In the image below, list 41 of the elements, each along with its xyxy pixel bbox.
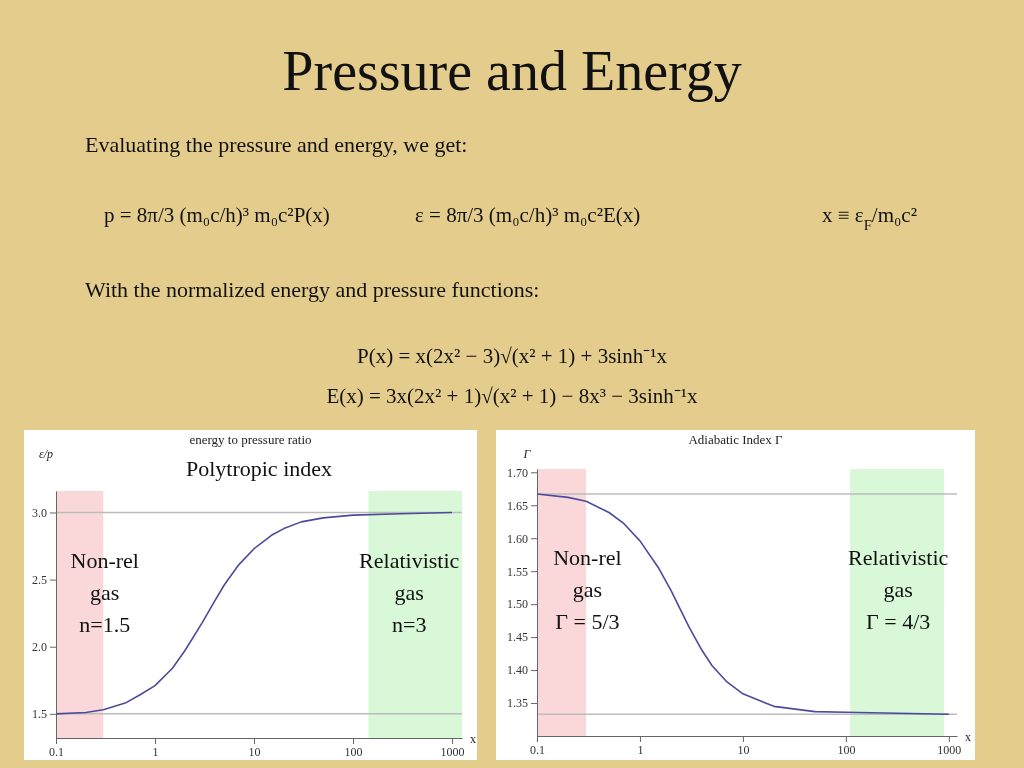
y-tick-label: 1.45 [507, 630, 528, 645]
x-tick-label: 10 [248, 744, 261, 759]
chart-title: energy to pressure ratio [189, 432, 312, 447]
text: Evaluating the pressure and energy, we get: [85, 132, 468, 157]
y-axis-title: ε/p [38, 447, 54, 461]
chart-title: Adiabatic Index Γ [688, 432, 784, 447]
y-tick-label: 1.5 [32, 707, 47, 722]
text: Polytropic index [185, 456, 333, 482]
y-tick-label: 1.35 [507, 696, 528, 711]
x-tick-label: 1 [637, 742, 644, 757]
x-axis-title: x [965, 730, 971, 744]
x-tick-label: 1000 [937, 742, 962, 757]
x-axis-title: x [470, 732, 476, 746]
y-tick-label: 1.60 [507, 531, 528, 546]
text: p = 8π/3 (m₀c/h)³ m₀c²P(x) [104, 203, 330, 227]
y-tick-label: 1.40 [507, 663, 528, 678]
text: With the normalized energy and pressure functions: [85, 277, 540, 302]
y-tick-label: 1.70 [507, 465, 528, 480]
y-tick-label: 2.0 [32, 640, 47, 655]
x-tick-label: 1 [152, 744, 159, 759]
text: Pressure and Energy [282, 40, 742, 102]
annotation: Non-rel gas Γ = 5/3 [553, 545, 622, 635]
text: E(x) = 3x(2x² + 1)√(x² + 1) − 8x³ − 3sinh⁻¹x [326, 384, 699, 408]
y-tick-label: 2.5 [32, 572, 47, 587]
y-tick-label: 1.55 [507, 564, 528, 579]
y-tick-label: 1.50 [507, 597, 528, 612]
text: P(x) = x(2x² − 3)√(x² + 1) + 3sinh⁻¹x [357, 344, 668, 368]
y-tick-label: 3.0 [32, 505, 47, 520]
text: x ≡ ε$_{F}$/m₀c² [822, 203, 917, 233]
text: ε = 8π/3 (m₀c/h)³ m₀c²E(x) [415, 203, 641, 227]
annotation: Relativistic gas Γ = 4/3 [848, 545, 949, 635]
x-tick-label: 100 [344, 744, 363, 759]
x-tick-label: 0.1 [49, 744, 64, 759]
x-tick-label: 1000 [440, 744, 465, 759]
y-tick-label: 1.65 [507, 498, 528, 513]
annotation: Non-rel gas n=1.5 [70, 547, 139, 637]
x-tick-label: 10 [737, 742, 750, 757]
x-tick-label: 0.1 [530, 742, 545, 757]
annotation: Relativistic gas n=3 [359, 547, 460, 637]
y-axis-title: Γ [522, 447, 532, 461]
x-tick-label: 100 [837, 742, 856, 757]
